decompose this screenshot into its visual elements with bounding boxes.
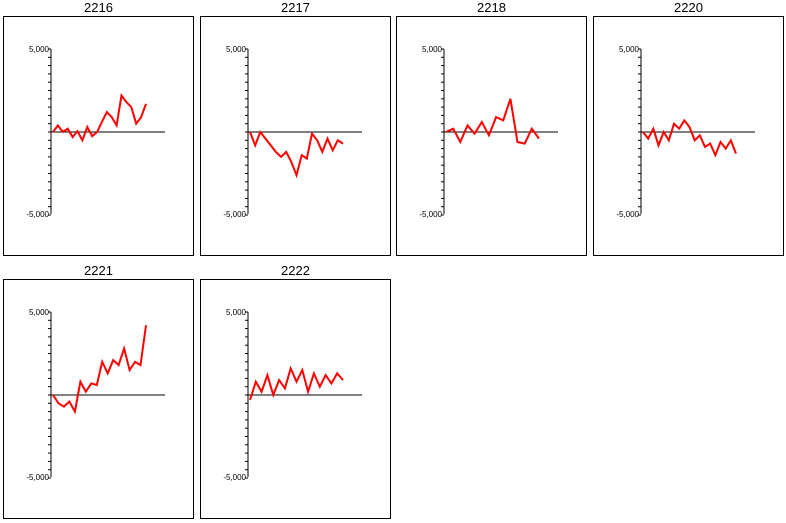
chart-svg: 5,000 -5,000: [419, 45, 558, 219]
chart-svg: 5,000 -5,000: [223, 45, 362, 219]
series-line: [249, 129, 344, 179]
chart-frame: 5,000 -5,000: [3, 16, 194, 256]
chart-frame: 5,000 -5,000: [593, 16, 784, 256]
y-tick-label-bottom: -5,000: [223, 210, 246, 219]
chart-title: 2220: [674, 0, 703, 15]
series-line: [249, 365, 344, 401]
chart-svg: 5,000 -5,000: [26, 308, 165, 482]
chart-frame: 5,000 -5,000: [200, 16, 391, 256]
series-line: [642, 118, 737, 158]
chart-svg: 5,000 -5,000: [223, 308, 362, 482]
chart-title: 2221: [84, 263, 113, 278]
y-tick-label-bottom: -5,000: [26, 210, 49, 219]
chart-title: 2218: [477, 0, 506, 15]
y-tick-label-top: 5,000: [29, 45, 50, 54]
y-tick-label-bottom: -5,000: [419, 210, 442, 219]
y-tick-label-top: 5,000: [226, 45, 247, 54]
y-tick-label-top: 5,000: [29, 308, 50, 317]
series-line: [445, 98, 540, 145]
chart-frame: 5,000 -5,000: [3, 279, 194, 519]
chart-frame: 5,000 -5,000: [200, 279, 391, 519]
chart-svg: 5,000 -5,000: [26, 45, 165, 219]
chart-title: 2216: [84, 0, 113, 15]
chart-title: 2217: [281, 0, 310, 15]
y-tick-label-top: 5,000: [422, 45, 443, 54]
y-tick-label-top: 5,000: [619, 45, 640, 54]
series-line: [52, 93, 147, 143]
y-tick-label-bottom: -5,000: [223, 473, 246, 482]
series-line: [52, 325, 147, 415]
chart-frame: 5,000 -5,000: [396, 16, 587, 256]
chart-svg: 5,000 -5,000: [616, 45, 755, 219]
chart-title: 2222: [281, 263, 310, 278]
y-tick-label-top: 5,000: [226, 308, 247, 317]
y-tick-label-bottom: -5,000: [616, 210, 639, 219]
y-tick-label-bottom: -5,000: [26, 473, 49, 482]
